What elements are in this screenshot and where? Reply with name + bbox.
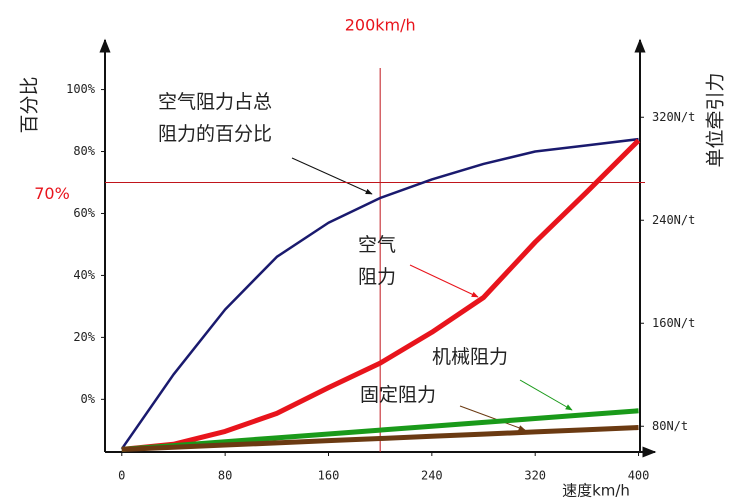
reference-label: 200km/h xyxy=(345,16,416,35)
y-tick-label: 60% xyxy=(73,206,95,220)
series-label: 空气阻力 xyxy=(358,234,396,288)
y2-tick-label: 320N/t xyxy=(652,110,695,124)
y2-tick-label: 240N/t xyxy=(652,213,695,227)
x-tick-label: 160 xyxy=(318,469,340,483)
series-line xyxy=(121,408,639,452)
y-tick-label: 20% xyxy=(73,330,95,344)
series-label-line: 空气阻力占总 xyxy=(158,91,272,113)
x-tick-label: 80 xyxy=(218,469,232,483)
series-line xyxy=(121,138,641,452)
series-line xyxy=(121,425,639,452)
y-axis-label: 百分比 xyxy=(19,76,41,133)
series-label-line: 阻力的百分比 xyxy=(158,123,272,145)
y2-tick-label: 160N/t xyxy=(652,316,695,330)
series-label: 机械阻力 xyxy=(432,346,508,368)
series-label-line: 阻力 xyxy=(358,266,396,288)
x-axis-label: 速度km/h xyxy=(562,482,630,500)
y2-axis-label: 单位牵引力 xyxy=(705,72,727,167)
annotation-arrow xyxy=(519,379,573,411)
y-tick-label: 40% xyxy=(73,268,95,282)
series-label: 空气阻力占总阻力的百分比 xyxy=(158,91,272,145)
annotation-arrow xyxy=(291,157,373,195)
x-tick-label: 0 xyxy=(118,469,125,483)
y-tick-label: 100% xyxy=(66,82,96,96)
y2-tick-label: 80N/t xyxy=(652,419,688,433)
x-tick-label: 240 xyxy=(421,469,443,483)
annotation-arrow xyxy=(409,264,479,298)
series-label-line: 固定阻力 xyxy=(360,384,436,406)
series-label-line: 空气 xyxy=(358,234,396,256)
y-tick-label: 80% xyxy=(73,144,95,158)
x-tick-label: 320 xyxy=(524,469,546,483)
series-line xyxy=(120,137,639,450)
x-tick-label: 400 xyxy=(628,469,650,483)
annotation-arrow xyxy=(459,405,526,431)
reference-label: 70% xyxy=(34,184,70,203)
series-label-line: 机械阻力 xyxy=(432,346,508,368)
series-label: 固定阻力 xyxy=(360,384,436,406)
y-tick-label: 0% xyxy=(81,392,96,406)
